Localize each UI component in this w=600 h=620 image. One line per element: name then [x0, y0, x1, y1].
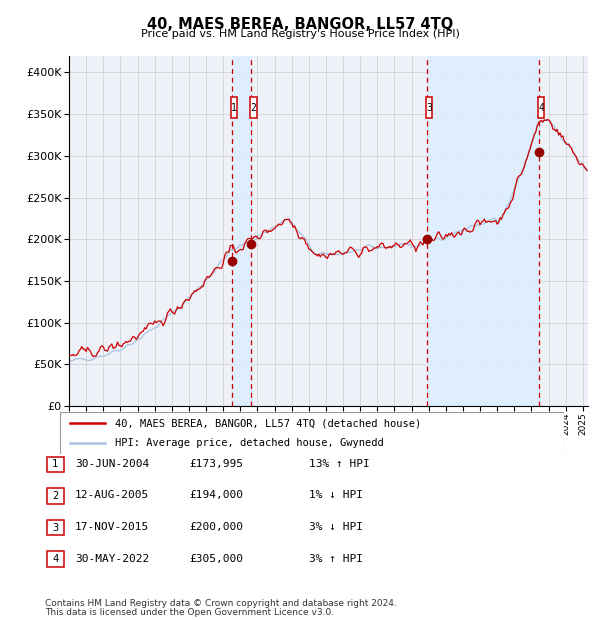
Text: This data is licensed under the Open Government Licence v3.0.: This data is licensed under the Open Gov… — [45, 608, 334, 617]
FancyBboxPatch shape — [426, 97, 432, 118]
Text: 1: 1 — [52, 459, 58, 469]
Text: 3: 3 — [426, 102, 432, 112]
Text: 12-AUG-2005: 12-AUG-2005 — [75, 490, 149, 500]
Text: HPI: Average price, detached house, Gwynedd: HPI: Average price, detached house, Gwyn… — [115, 438, 384, 448]
Text: 17-NOV-2015: 17-NOV-2015 — [75, 522, 149, 532]
Text: 2: 2 — [250, 102, 256, 112]
Text: £173,995: £173,995 — [189, 459, 243, 469]
FancyBboxPatch shape — [47, 488, 64, 504]
Text: 40, MAES BEREA, BANGOR, LL57 4TQ: 40, MAES BEREA, BANGOR, LL57 4TQ — [147, 17, 453, 32]
Text: Contains HM Land Registry data © Crown copyright and database right 2024.: Contains HM Land Registry data © Crown c… — [45, 600, 397, 608]
Text: 3% ↓ HPI: 3% ↓ HPI — [309, 522, 363, 532]
Text: 30-JUN-2004: 30-JUN-2004 — [75, 459, 149, 469]
Text: £200,000: £200,000 — [189, 522, 243, 532]
FancyBboxPatch shape — [47, 551, 64, 567]
Text: 3: 3 — [52, 523, 58, 533]
FancyBboxPatch shape — [47, 520, 64, 536]
FancyBboxPatch shape — [250, 97, 257, 118]
Text: 30-MAY-2022: 30-MAY-2022 — [75, 554, 149, 564]
Text: £305,000: £305,000 — [189, 554, 243, 564]
Bar — [232, 56, 251, 406]
FancyBboxPatch shape — [231, 97, 238, 118]
FancyBboxPatch shape — [60, 412, 564, 454]
Text: £194,000: £194,000 — [189, 490, 243, 500]
Text: 4: 4 — [52, 554, 58, 564]
Text: 2: 2 — [52, 491, 58, 501]
Text: 13% ↑ HPI: 13% ↑ HPI — [309, 459, 370, 469]
Text: 3% ↑ HPI: 3% ↑ HPI — [309, 554, 363, 564]
FancyBboxPatch shape — [538, 97, 544, 118]
Text: 1% ↓ HPI: 1% ↓ HPI — [309, 490, 363, 500]
Text: 40, MAES BEREA, BANGOR, LL57 4TQ (detached house): 40, MAES BEREA, BANGOR, LL57 4TQ (detach… — [115, 418, 422, 428]
Bar — [427, 56, 539, 406]
FancyBboxPatch shape — [47, 456, 64, 472]
Text: 1: 1 — [231, 102, 237, 112]
Text: 4: 4 — [538, 102, 544, 112]
Text: Price paid vs. HM Land Registry's House Price Index (HPI): Price paid vs. HM Land Registry's House … — [140, 29, 460, 39]
